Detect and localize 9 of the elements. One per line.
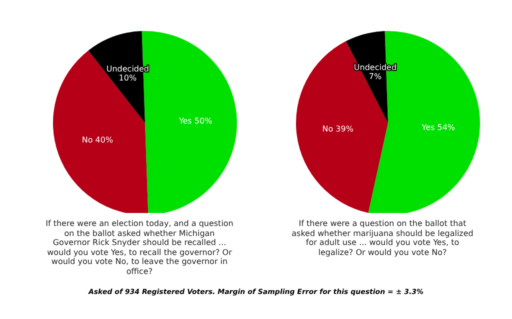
pie-slice xyxy=(52,50,148,213)
slice-label: Yes 54% xyxy=(420,122,455,132)
text: If there were a question on the ballot that asked whether marijuana should be legalized for adult use ... would you vote Yes, to legalize? Or would you vote No? xyxy=(290,218,474,257)
slice-label: No 40% xyxy=(81,135,113,144)
text: If there were an election today, and a question on the ballot asked whether Michigan Governor Rick Snyder should be recalled ... would you vote Yes, to recall the governor? Or would you vote No, to leave the governor in office? xyxy=(44,218,234,276)
data-label: 7% xyxy=(368,72,382,82)
slice-label: Yes 50% xyxy=(177,116,212,126)
slice-label: No 39% xyxy=(322,124,354,134)
data-label: 10% xyxy=(118,73,136,82)
